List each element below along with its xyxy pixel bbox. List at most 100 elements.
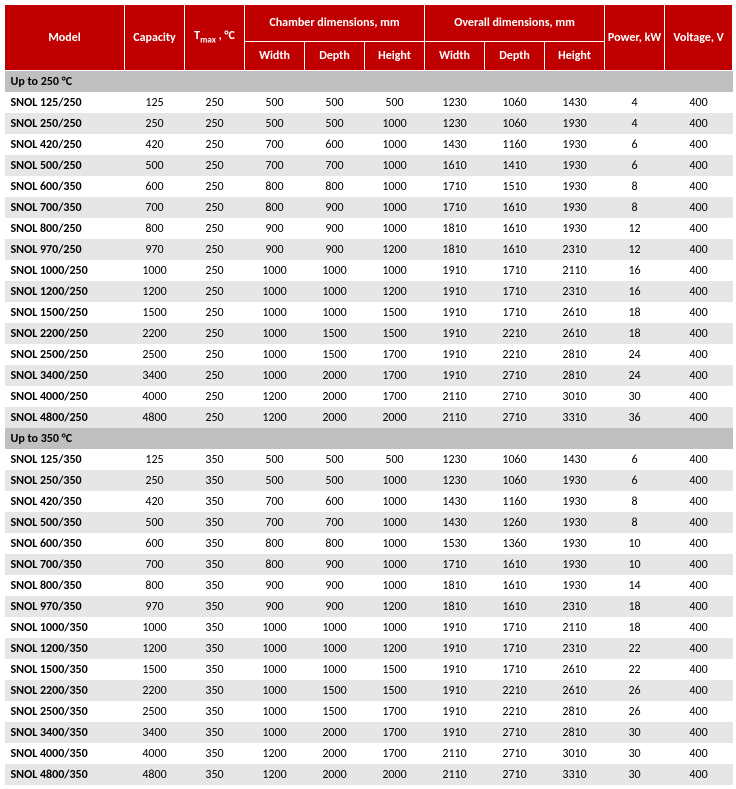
- cell-capacity: 420: [125, 134, 185, 155]
- cell-tmax: 250: [185, 197, 245, 218]
- cell-chamber-height: 1000: [365, 470, 425, 491]
- cell-chamber-depth: 1000: [305, 302, 365, 323]
- cell-tmax: 350: [185, 470, 245, 491]
- table-row: SNOL 800/2508002509009001000181016101930…: [5, 218, 733, 239]
- cell-power: 6: [605, 134, 665, 155]
- cell-chamber-depth: 900: [305, 218, 365, 239]
- header-chamber-group: Chamber dimensions, mm: [245, 5, 425, 42]
- cell-capacity: 1000: [125, 617, 185, 638]
- cell-tmax: 350: [185, 617, 245, 638]
- cell-overall-width: 1710: [425, 176, 485, 197]
- cell-overall-height: 3010: [545, 386, 605, 407]
- header-chamber-depth: Depth: [305, 42, 365, 71]
- header-capacity: Capacity: [125, 5, 185, 71]
- cell-chamber-depth: 800: [305, 176, 365, 197]
- cell-overall-height: 1930: [545, 470, 605, 491]
- cell-chamber-height: 2000: [365, 407, 425, 428]
- cell-chamber-height: 1000: [365, 533, 425, 554]
- cell-chamber-depth: 900: [305, 554, 365, 575]
- cell-chamber-height: 1000: [365, 260, 425, 281]
- cell-overall-width: 1910: [425, 638, 485, 659]
- cell-voltage: 400: [665, 575, 733, 596]
- cell-overall-height: 2310: [545, 638, 605, 659]
- cell-overall-depth: 2210: [485, 680, 545, 701]
- cell-overall-height: 2610: [545, 323, 605, 344]
- cell-overall-height: 3310: [545, 764, 605, 785]
- cell-chamber-width: 1000: [245, 281, 305, 302]
- cell-chamber-width: 700: [245, 155, 305, 176]
- cell-capacity: 800: [125, 575, 185, 596]
- cell-overall-width: 1230: [425, 470, 485, 491]
- cell-overall-height: 1930: [545, 176, 605, 197]
- table-row: SNOL 420/2504202507006001000143011601930…: [5, 134, 733, 155]
- cell-overall-width: 2110: [425, 407, 485, 428]
- cell-power: 16: [605, 260, 665, 281]
- cell-tmax: 350: [185, 554, 245, 575]
- cell-tmax: 250: [185, 386, 245, 407]
- cell-overall-height: 2610: [545, 659, 605, 680]
- cell-overall-width: 1230: [425, 92, 485, 113]
- cell-chamber-height: 1200: [365, 239, 425, 260]
- cell-overall-height: 1930: [545, 155, 605, 176]
- cell-chamber-height: 1700: [365, 743, 425, 764]
- cell-model: SNOL 500/350: [5, 512, 125, 533]
- cell-capacity: 800: [125, 218, 185, 239]
- section-title: Up to 350 °C: [5, 428, 733, 449]
- table-row: SNOL 1500/350150035010001000150019101710…: [5, 659, 733, 680]
- cell-overall-width: 1910: [425, 680, 485, 701]
- table-row: SNOL 970/3509703509009001200181016102310…: [5, 596, 733, 617]
- cell-tmax: 250: [185, 407, 245, 428]
- cell-chamber-depth: 500: [305, 113, 365, 134]
- cell-overall-height: 2810: [545, 344, 605, 365]
- cell-overall-height: 2810: [545, 722, 605, 743]
- cell-tmax: 350: [185, 701, 245, 722]
- cell-overall-depth: 1160: [485, 491, 545, 512]
- cell-power: 22: [605, 638, 665, 659]
- table-row: SNOL 700/3507002508009001000171016101930…: [5, 197, 733, 218]
- cell-chamber-height: 1200: [365, 638, 425, 659]
- cell-power: 30: [605, 386, 665, 407]
- cell-overall-height: 2810: [545, 701, 605, 722]
- cell-capacity: 125: [125, 92, 185, 113]
- cell-tmax: 250: [185, 323, 245, 344]
- cell-chamber-height: 1000: [365, 617, 425, 638]
- cell-overall-depth: 1610: [485, 575, 545, 596]
- cell-overall-depth: 1060: [485, 113, 545, 134]
- cell-overall-width: 2110: [425, 743, 485, 764]
- cell-overall-width: 1910: [425, 701, 485, 722]
- cell-chamber-depth: 700: [305, 512, 365, 533]
- cell-overall-depth: 1260: [485, 512, 545, 533]
- table-row: SNOL 1200/250120025010001000120019101710…: [5, 281, 733, 302]
- cell-model: SNOL 4000/350: [5, 743, 125, 764]
- cell-model: SNOL 1500/250: [5, 302, 125, 323]
- cell-tmax: 250: [185, 239, 245, 260]
- cell-model: SNOL 420/350: [5, 491, 125, 512]
- cell-model: SNOL 700/350: [5, 197, 125, 218]
- cell-chamber-height: 1700: [365, 701, 425, 722]
- cell-power: 10: [605, 533, 665, 554]
- header-chamber-height: Height: [365, 42, 425, 71]
- cell-power: 24: [605, 365, 665, 386]
- cell-chamber-width: 900: [245, 239, 305, 260]
- cell-chamber-width: 1200: [245, 407, 305, 428]
- cell-chamber-width: 1000: [245, 617, 305, 638]
- cell-tmax: 250: [185, 92, 245, 113]
- cell-overall-width: 1910: [425, 260, 485, 281]
- cell-chamber-depth: 1500: [305, 680, 365, 701]
- cell-chamber-width: 500: [245, 470, 305, 491]
- table-row: SNOL 4800/250480025012002000200021102710…: [5, 407, 733, 428]
- cell-model: SNOL 1000/250: [5, 260, 125, 281]
- table-row: SNOL 2200/350220035010001500150019102210…: [5, 680, 733, 701]
- cell-voltage: 400: [665, 134, 733, 155]
- cell-overall-width: 1910: [425, 617, 485, 638]
- cell-power: 8: [605, 512, 665, 533]
- cell-chamber-depth: 2000: [305, 386, 365, 407]
- cell-model: SNOL 1200/350: [5, 638, 125, 659]
- cell-overall-width: 2110: [425, 386, 485, 407]
- cell-chamber-height: 500: [365, 449, 425, 470]
- cell-overall-width: 1430: [425, 134, 485, 155]
- cell-power: 30: [605, 743, 665, 764]
- cell-power: 4: [605, 113, 665, 134]
- cell-overall-depth: 1510: [485, 176, 545, 197]
- cell-overall-width: 1910: [425, 344, 485, 365]
